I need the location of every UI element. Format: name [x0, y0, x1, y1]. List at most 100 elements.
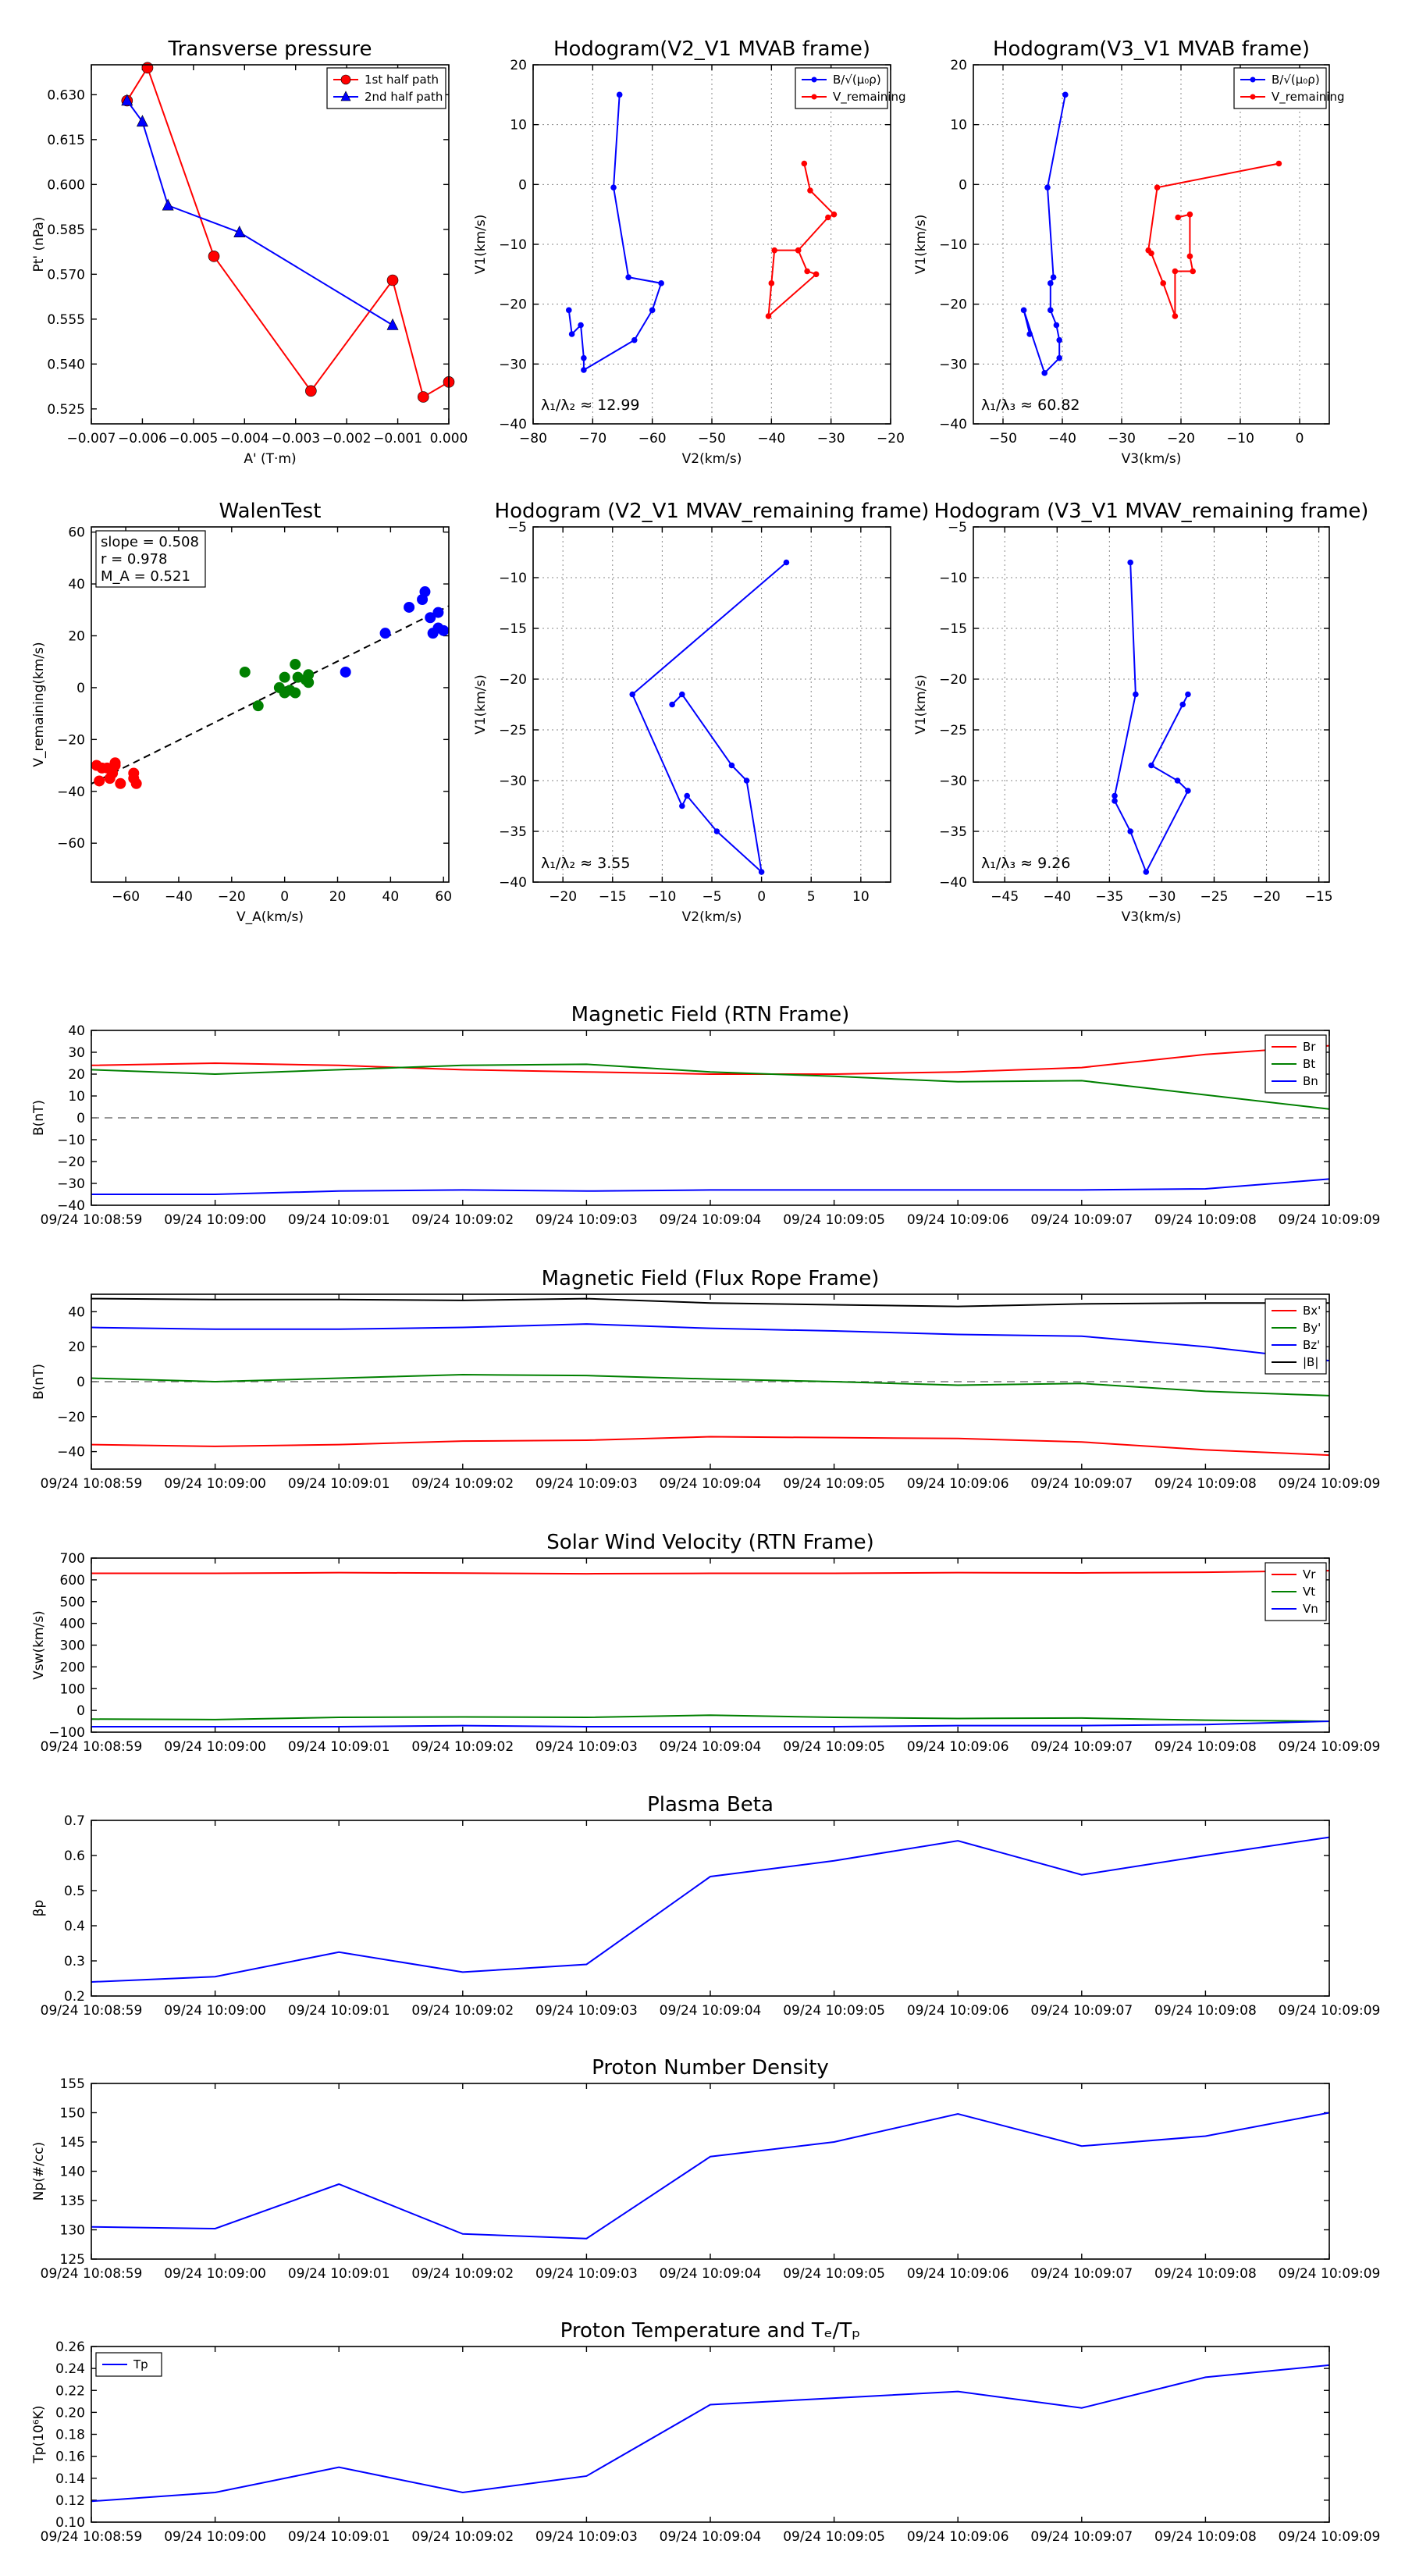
data-point	[233, 225, 246, 237]
x-tick-label: −70	[578, 431, 606, 447]
y-tick-label: 0	[76, 681, 85, 696]
y-axis-label: Pt' (nPa)	[31, 217, 47, 272]
y-tick-label: −20	[939, 297, 967, 313]
x-tick-label: −20	[1253, 889, 1281, 905]
x-tick-label: −0.004	[220, 431, 269, 447]
data-point	[631, 336, 638, 343]
time-tick-label: 09/24 10:09:01	[288, 1212, 390, 1228]
time-tick-label: 09/24 10:09:02	[411, 2266, 514, 2282]
data-point	[1044, 184, 1051, 190]
time-tick-label: 09/24 10:09:08	[1154, 1476, 1257, 1492]
y-axis-label: Vsw(km/s)	[31, 1610, 47, 1680]
series-line	[91, 1714, 1330, 1723]
data-point	[1056, 336, 1062, 343]
data-point	[252, 700, 264, 712]
ratio-annotation: λ₁/λ₂ ≈ 3.55	[541, 855, 630, 872]
data-point	[107, 767, 119, 779]
data-point	[94, 775, 105, 787]
time-tick-label: 09/24 10:09:06	[907, 2266, 1009, 2282]
y-tick-label: 0.5	[64, 1884, 85, 1899]
data-point	[1056, 354, 1062, 361]
chart-hb3: Hodogram(V3_V1 MVAB frame) −40 −30 −20 −10 0 1…	[913, 37, 1345, 467]
y-tick-label: −25	[939, 723, 967, 738]
x-tick-label: −0.005	[169, 431, 218, 447]
y-tick-label: 150	[60, 2106, 85, 2122]
y-axis-label: Np(#/cc)	[31, 2142, 47, 2201]
x-tick-label: −40	[1043, 889, 1071, 905]
y-tick-label: 0.6	[64, 1848, 85, 1864]
data-point	[801, 160, 808, 167]
chart-hv3: Hodogram (V3_V1 MVAV_remaining frame) −40…	[913, 500, 1368, 925]
y-tick-label: 600	[60, 1573, 85, 1589]
ratio-annotation: λ₁/λ₂ ≈ 12.99	[541, 397, 640, 414]
y-tick-label: 10	[950, 118, 967, 133]
data-point	[1185, 788, 1191, 794]
y-tick-label: −10	[57, 1133, 85, 1148]
time-tick-label: 09/24 10:09:04	[660, 2529, 762, 2545]
axes-frame	[91, 1557, 1330, 1733]
y-tick-label: 0.540	[47, 357, 85, 372]
series-line	[91, 1178, 1330, 1195]
data-point	[804, 268, 810, 275]
x-tick-label: −50	[698, 431, 726, 447]
y-tick-label: 0.18	[55, 2428, 85, 2443]
series-line	[631, 561, 788, 874]
time-tick-label: 09/24 10:09:09	[1279, 1739, 1381, 1755]
time-tick-label: 09/24 10:09:09	[1279, 2529, 1381, 2545]
time-tick-label: 09/24 10:09:09	[1279, 2266, 1381, 2282]
axes-frame	[532, 64, 891, 425]
y-axis-label: Tp(10⁶K)	[31, 2405, 47, 2464]
ratio-annotation: λ₁/λ₃ ≈ 9.26	[981, 855, 1070, 872]
x-tick-label: −60	[112, 889, 140, 905]
y-tick-label: −30	[57, 1176, 85, 1192]
data-point	[1172, 268, 1179, 275]
data-point	[1148, 250, 1154, 257]
y-tick-label: 700	[60, 1551, 85, 1567]
y-tick-label: 0.585	[47, 222, 85, 238]
axes-frame	[973, 526, 1330, 883]
x-tick-label: 40	[382, 889, 400, 905]
time-tick-label: 09/24 10:09:04	[660, 2266, 762, 2282]
data-point	[1172, 313, 1179, 319]
data-point	[1050, 274, 1057, 280]
data-point	[109, 757, 121, 769]
time-tick-label: 09/24 10:09:03	[535, 1476, 638, 1492]
y-tick-label: 200	[60, 1660, 85, 1675]
legend-label: B/√(μ₀ρ)	[1272, 73, 1320, 87]
series-line	[567, 94, 663, 372]
axes-frame	[91, 1030, 1330, 1206]
legend-label: Vt	[1303, 1585, 1315, 1599]
time-tick-label: 09/24 10:09:04	[660, 1476, 762, 1492]
stats-line: r = 0.978	[101, 551, 167, 568]
x-tick-label: −20	[1167, 431, 1195, 447]
data-point	[1148, 762, 1154, 769]
data-point	[290, 659, 301, 671]
fit-line	[91, 605, 450, 785]
time-tick-label: 09/24 10:09:01	[288, 2003, 390, 2019]
x-tick-label: 60	[435, 889, 452, 905]
chart-title: Hodogram(V2_V1 MVAB frame)	[553, 37, 870, 61]
x-tick-label: −40	[1048, 431, 1076, 447]
y-axis-label: V1(km/s)	[913, 674, 929, 735]
series-line	[91, 1570, 1330, 1575]
y-tick-label: 135	[60, 2194, 85, 2209]
time-tick-label: 09/24 10:09:08	[1154, 2529, 1257, 2545]
x-axis-label: V3(km/s)	[1122, 451, 1182, 467]
x-tick-label: −40	[757, 431, 785, 447]
data-point	[811, 76, 817, 83]
time-tick-label: 09/24 10:09:08	[1154, 2003, 1257, 2019]
series-line	[91, 2364, 1330, 2503]
y-tick-label: 0	[76, 1111, 85, 1126]
axes-frame	[91, 1293, 1330, 1470]
y-tick-label: −40	[939, 417, 967, 432]
x-axis-label: V2(km/s)	[682, 451, 742, 467]
data-point	[679, 691, 685, 698]
axes-frame	[532, 526, 891, 883]
data-point	[279, 687, 290, 699]
time-tick-label: 09/24 10:09:00	[164, 1739, 266, 1755]
data-point	[386, 318, 399, 330]
x-tick-label: −0.006	[118, 431, 167, 447]
chart-title: Transverse pressure	[168, 37, 372, 61]
x-axis-label: V3(km/s)	[1122, 909, 1182, 925]
